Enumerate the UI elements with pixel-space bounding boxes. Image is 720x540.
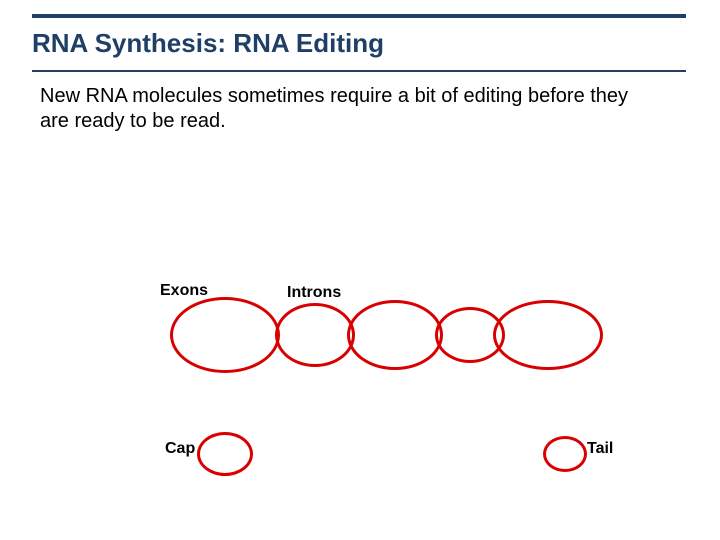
slide: RNA Synthesis: RNA Editing New RNA molec…: [0, 0, 720, 540]
rna-row1-ellipse-2: [347, 300, 443, 370]
label-cap: Cap: [165, 440, 195, 458]
rna-row2-ellipse-0: [197, 432, 253, 476]
rna-row2-ellipse-1: [543, 436, 587, 472]
body-text: New RNA molecules sometimes require a bi…: [40, 84, 640, 134]
label-tail: Tail: [587, 440, 613, 458]
rna-row1-ellipse-4: [493, 300, 603, 370]
label-introns: Introns: [287, 284, 341, 302]
slide-title: RNA Synthesis: RNA Editing: [32, 28, 384, 59]
title-underline: [32, 70, 686, 72]
rna-row1-ellipse-1: [275, 303, 355, 367]
rna-row1-ellipse-0: [170, 297, 280, 373]
label-exons: Exons: [160, 282, 208, 300]
top-rule: [32, 14, 686, 18]
